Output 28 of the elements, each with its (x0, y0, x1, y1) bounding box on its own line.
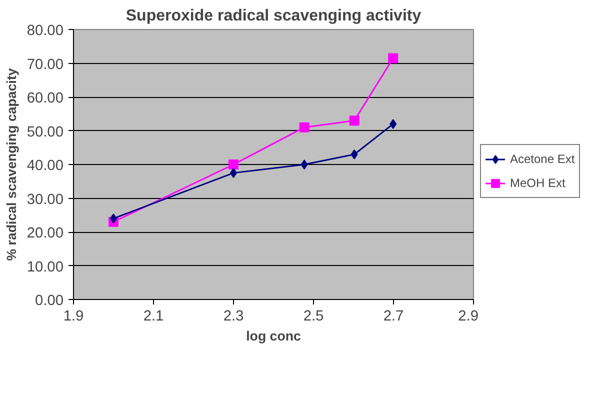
x-axis-title: log conc (246, 328, 302, 344)
y-tick-label: 20.00 (26, 226, 64, 242)
x-tick-label: 2.1 (143, 308, 164, 324)
y-tick-label: 30.00 (26, 192, 64, 208)
chart-title: Superoxide radical scavenging activity (126, 8, 422, 24)
y-tick-label: 80.00 (26, 23, 64, 39)
y-tick-label: 60.00 (26, 90, 64, 106)
legend-label: Acetone Ext (510, 152, 575, 166)
x-tick-label: 2.3 (223, 308, 244, 324)
y-tick-label: 40.00 (26, 158, 64, 174)
legend-label: MeOH Ext (510, 176, 566, 190)
y-tick-label: 0.00 (34, 293, 64, 309)
point (110, 214, 117, 224)
y-tick-label: 50.00 (26, 124, 64, 140)
y-tick-label: 70.00 (26, 56, 64, 73)
y-tick-label: 10.00 (26, 259, 64, 276)
x-tick-label: 2.5 (303, 308, 324, 324)
point (300, 160, 308, 170)
x-tick-label: 1.9 (63, 308, 84, 324)
point (390, 119, 397, 129)
y-axis-title: % radical scavenging capacity (4, 68, 19, 261)
point (349, 116, 360, 126)
x-tick-label: 2.9 (458, 308, 478, 324)
point (350, 149, 358, 160)
x-tick-label: 2.7 (383, 308, 404, 324)
point (299, 122, 310, 132)
point (228, 160, 238, 170)
point (388, 53, 398, 64)
